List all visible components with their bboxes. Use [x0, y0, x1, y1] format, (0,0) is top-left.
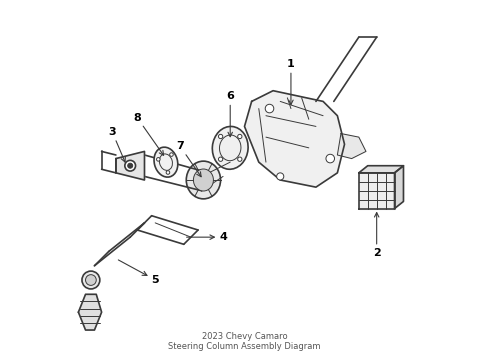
Polygon shape: [358, 173, 394, 208]
Circle shape: [82, 271, 100, 289]
Ellipse shape: [154, 147, 178, 177]
Text: 3: 3: [108, 127, 125, 162]
Text: 7: 7: [176, 141, 201, 177]
Polygon shape: [337, 134, 365, 158]
Text: 4: 4: [186, 232, 227, 242]
Circle shape: [85, 275, 96, 285]
Polygon shape: [116, 152, 144, 180]
Circle shape: [169, 153, 173, 156]
Text: 8: 8: [133, 113, 163, 155]
Text: 5: 5: [118, 260, 159, 285]
Text: 2: 2: [372, 213, 380, 258]
Polygon shape: [244, 91, 344, 187]
Text: 2023 Chevy Camaro
Steering Column Assembly Diagram: 2023 Chevy Camaro Steering Column Assemb…: [168, 332, 320, 351]
Circle shape: [166, 171, 169, 174]
Circle shape: [127, 163, 132, 168]
Polygon shape: [78, 294, 102, 330]
Ellipse shape: [186, 161, 220, 199]
Circle shape: [218, 157, 223, 161]
Circle shape: [325, 154, 334, 163]
Circle shape: [124, 160, 135, 171]
Polygon shape: [394, 166, 403, 208]
Ellipse shape: [193, 169, 213, 191]
Circle shape: [218, 134, 223, 139]
Circle shape: [237, 134, 242, 139]
Circle shape: [264, 104, 273, 113]
Circle shape: [237, 157, 242, 161]
Text: 6: 6: [226, 91, 234, 137]
Circle shape: [276, 173, 283, 180]
Circle shape: [156, 158, 160, 161]
Text: 1: 1: [286, 59, 294, 104]
Polygon shape: [358, 166, 403, 173]
Ellipse shape: [212, 126, 247, 169]
